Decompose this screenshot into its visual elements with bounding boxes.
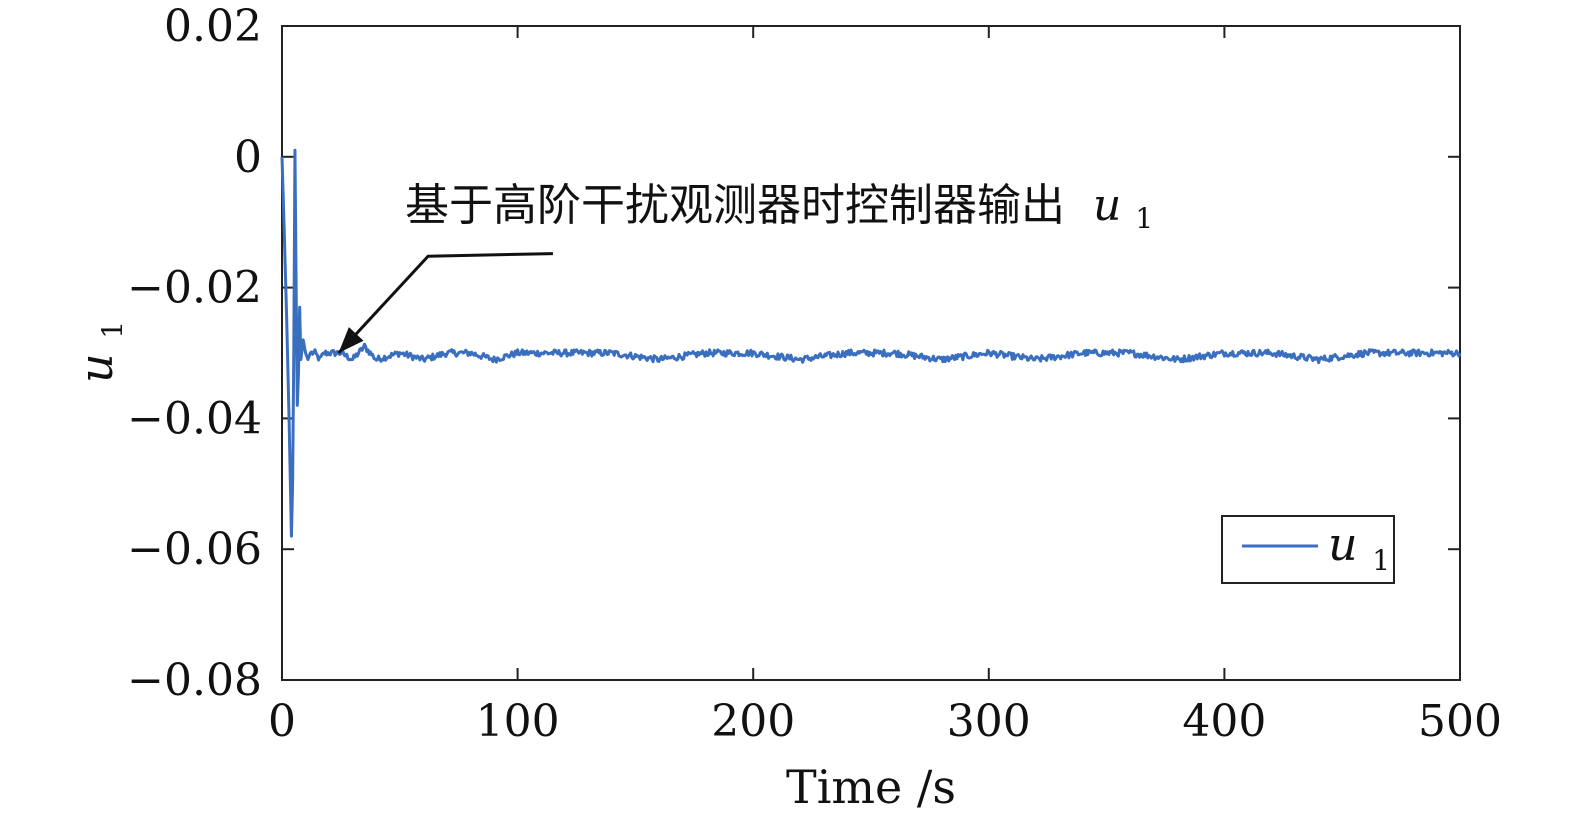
legend: u 1 xyxy=(1221,515,1395,584)
legend-label: u 1 xyxy=(1328,517,1390,577)
y-axis-title-sub: 1 xyxy=(96,321,129,339)
annotation: 基于高阶干扰观测器时控制器输出 u 1 xyxy=(337,180,1153,355)
series-group xyxy=(280,148,1462,538)
x-tick-label: 500 xyxy=(1418,696,1502,747)
y-tick-label: −0.04 xyxy=(127,393,262,444)
y-tick-label: −0.02 xyxy=(127,263,262,314)
x-tick-label: 200 xyxy=(711,696,795,747)
legend-label-base: u xyxy=(1328,517,1358,571)
y-axis-title: u 1 xyxy=(69,321,129,383)
x-axis-ticks: 0 100 200 300 400 500 xyxy=(268,26,1502,747)
y-tick-label: 0 xyxy=(234,132,262,183)
x-tick-label: 100 xyxy=(476,696,560,747)
annotation-text: 基于高阶干扰观测器时控制器输出 u 1 xyxy=(405,180,1153,235)
y-tick-label: −0.08 xyxy=(127,655,262,706)
y-axis-ticks: 0.02 0 −0.02 −0.04 −0.06 −0.08 xyxy=(127,1,1460,706)
y-tick-label: −0.06 xyxy=(127,524,262,575)
series-line-u1 xyxy=(280,148,1462,538)
legend-label-sub: 1 xyxy=(1372,544,1390,577)
y-axis-title-base: u xyxy=(69,353,123,383)
y-tick-label: 0.02 xyxy=(164,1,262,52)
annotation-math-base: u xyxy=(1093,180,1121,231)
x-tick-label: 0 xyxy=(268,696,296,747)
annotation-math-sub: 1 xyxy=(1135,202,1153,235)
annotation-arrow-line xyxy=(337,252,553,355)
legend-box xyxy=(1221,515,1395,584)
annotation-label: 基于高阶干扰观测器时控制器输出 xyxy=(405,180,1065,231)
x-axis-title: Time /s xyxy=(786,760,956,814)
annotation-arrow-head xyxy=(338,327,364,353)
x-tick-label: 300 xyxy=(947,696,1031,747)
x-tick-label: 400 xyxy=(1182,696,1266,747)
